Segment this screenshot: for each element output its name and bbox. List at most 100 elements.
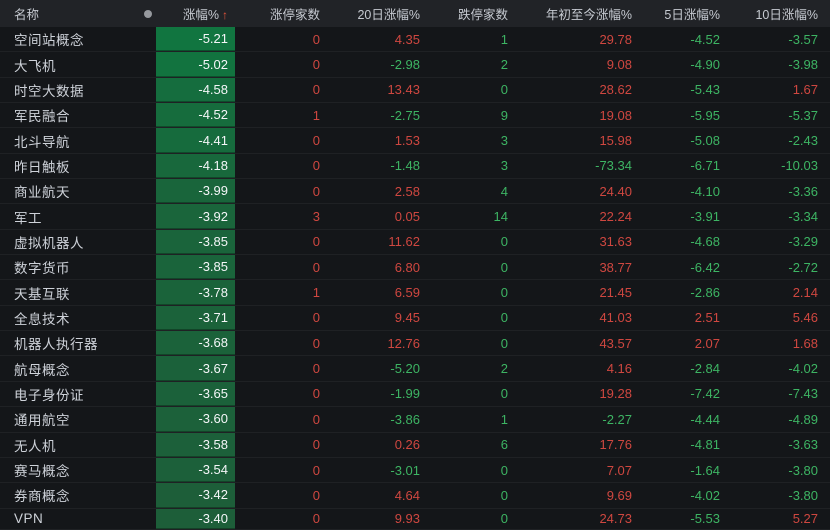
- cell-d20: 0.05: [394, 209, 420, 225]
- cell-d20: 1.53: [394, 133, 420, 149]
- cell-d20: 2.58: [394, 183, 420, 199]
- table-row[interactable]: 全息技术 -3.71 0 9.45 0 41.03 2.51 5.46: [0, 305, 830, 332]
- cell-limit-down: 0: [500, 487, 508, 503]
- table-row[interactable]: 无人机 -3.58 0 0.26 6 17.76 -4.81 -3.63: [0, 432, 830, 458]
- cell-name: 商业航天: [14, 185, 70, 201]
- cell-change: -5.21: [156, 27, 235, 52]
- cell-ytd: -73.34: [595, 158, 632, 174]
- cell-d5: -1.64: [690, 462, 720, 478]
- table-row[interactable]: 军民融合 -4.52 1 -2.75 9 19.08 -5.95 -5.37: [0, 103, 830, 129]
- cell-d5: -6.71: [690, 158, 720, 174]
- table-row[interactable]: 电子身份证 -3.65 0 -1.99 0 19.28 -7.42 -7.43: [0, 381, 830, 408]
- col-header-change[interactable]: 涨幅% ↑: [156, 4, 235, 23]
- cell-d20: 6.59: [394, 285, 420, 301]
- cell-d5: -4.44: [690, 411, 720, 427]
- table-row[interactable]: 大飞机 -5.02 0 -2.98 2 9.08 -4.90 -3.98: [0, 52, 830, 78]
- table-row[interactable]: 券商概念 -3.42 0 4.64 0 9.69 -4.02 -3.80: [0, 483, 830, 509]
- cell-ytd: 15.98: [599, 133, 632, 149]
- table-row[interactable]: 航母概念 -3.67 0 -5.20 2 4.16 -2.84 -4.02: [0, 356, 830, 382]
- table-row[interactable]: 北斗导航 -4.41 0 1.53 3 15.98 -5.08 -2.43: [0, 128, 830, 154]
- cell-change: -3.78: [156, 280, 235, 305]
- cell-d5: -4.10: [690, 183, 720, 199]
- cell-ytd: 9.69: [606, 487, 632, 503]
- cell-name: 北斗导航: [14, 134, 70, 150]
- cell-d5: -5.95: [690, 107, 720, 123]
- cell-change: -3.54: [156, 457, 235, 483]
- col-header-limit-up[interactable]: 涨停家数: [269, 8, 320, 22]
- cell-limit-down: 4: [500, 183, 508, 199]
- table-row[interactable]: 天基互联 -3.78 1 6.59 0 21.45 -2.86 2.14: [0, 280, 830, 306]
- cell-d5: -6.42: [690, 259, 720, 275]
- cell-d20: 0.26: [394, 437, 420, 453]
- cell-name: 昨日触板: [14, 159, 70, 175]
- col-header-5d-change[interactable]: 5日涨幅%: [664, 8, 720, 22]
- cell-limit-up: 3: [312, 209, 320, 225]
- cell-ytd: 24.73: [599, 511, 632, 527]
- table-row[interactable]: 机器人执行器 -3.68 0 12.76 0 43.57 2.07 1.68: [0, 331, 830, 357]
- cell-ytd: 19.08: [599, 107, 632, 123]
- cell-limit-up: 0: [312, 133, 320, 149]
- cell-limit-up: 0: [312, 462, 320, 478]
- cell-limit-down: 2: [500, 361, 508, 377]
- table-row[interactable]: 时空大数据 -4.58 0 13.43 0 28.62 -5.43 1.67: [0, 77, 830, 104]
- cell-limit-up: 0: [312, 234, 320, 250]
- table-row[interactable]: 赛马概念 -3.54 0 -3.01 0 7.07 -1.64 -3.80: [0, 457, 830, 484]
- cell-d10: -3.34: [788, 209, 818, 225]
- cell-ytd: 24.40: [599, 183, 632, 199]
- cell-d10: -3.63: [788, 437, 818, 453]
- cell-d5: -5.08: [690, 133, 720, 149]
- table-row[interactable]: VPN -3.40 0 9.93 0 24.73 -5.53 5.27: [0, 508, 830, 530]
- table-row[interactable]: 昨日触板 -4.18 0 -1.48 3 -73.34 -6.71 -10.03: [0, 153, 830, 180]
- cell-limit-up: 0: [312, 386, 320, 402]
- col-header-limit-down[interactable]: 跌停家数: [457, 8, 508, 22]
- cell-d5: -4.68: [690, 234, 720, 250]
- cell-name: 空间站概念: [14, 33, 84, 49]
- cell-d20: 11.62: [388, 234, 420, 250]
- header-dot-icon: [144, 9, 152, 18]
- col-header-10d-change[interactable]: 10日涨幅%: [755, 8, 818, 22]
- cell-ytd: 41.03: [599, 310, 632, 326]
- col-header-ytd-change[interactable]: 年初至今涨幅%: [545, 8, 632, 22]
- cell-ytd: 38.77: [599, 259, 632, 275]
- cell-d5: -2.84: [690, 361, 720, 377]
- cell-d5: 2.51: [694, 310, 720, 326]
- cell-name: 虚拟机器人: [14, 235, 84, 251]
- col-header-marker[interactable]: [140, 7, 156, 21]
- cell-change: -4.52: [156, 103, 235, 128]
- cell-d10: -4.02: [788, 361, 818, 377]
- cell-change: -3.42: [156, 483, 235, 508]
- cell-ytd: 28.62: [599, 82, 632, 98]
- cell-d5: -3.91: [690, 209, 720, 225]
- table-row[interactable]: 数字货币 -3.85 0 6.80 0 38.77 -6.42 -2.72: [0, 255, 830, 281]
- cell-d5: -7.42: [690, 386, 720, 402]
- cell-limit-down: 0: [500, 259, 508, 275]
- table-header: 名称 涨幅% ↑ 涨停家数 20日涨幅% 跌停家数 年初至今涨幅% 5日涨幅% 1…: [0, 0, 830, 27]
- cell-d20: -3.86: [390, 411, 420, 427]
- cell-change: -3.99: [156, 179, 235, 204]
- table-row[interactable]: 空间站概念 -5.21 0 4.35 1 29.78 -4.52 -3.57: [0, 27, 830, 53]
- cell-d20: -5.20: [390, 361, 420, 377]
- cell-limit-down: 0: [500, 234, 508, 250]
- cell-ytd: 21.45: [599, 285, 632, 301]
- table-row[interactable]: 军工 -3.92 3 0.05 14 22.24 -3.91 -3.34: [0, 204, 830, 230]
- cell-limit-up: 0: [312, 511, 320, 527]
- cell-limit-down: 2: [500, 57, 508, 73]
- cell-d5: 2.07: [694, 335, 720, 351]
- cell-d10: 1.67: [792, 82, 818, 98]
- cell-limit-up: 0: [312, 31, 320, 47]
- cell-limit-down: 0: [500, 462, 508, 478]
- cell-d5: -4.52: [690, 31, 720, 47]
- cell-ytd: 22.24: [599, 209, 632, 225]
- table-row[interactable]: 虚拟机器人 -3.85 0 11.62 0 31.63 -4.68 -3.29: [0, 229, 830, 256]
- table-row[interactable]: 通用航空 -3.60 0 -3.86 1 -2.27 -4.44 -4.89: [0, 407, 830, 433]
- col-header-change-label: 涨幅%: [182, 8, 219, 22]
- table-row[interactable]: 商业航天 -3.99 0 2.58 4 24.40 -4.10 -3.36: [0, 179, 830, 205]
- col-header-name[interactable]: 名称: [14, 8, 40, 22]
- cell-d5: -2.86: [690, 285, 720, 301]
- cell-d10: -3.36: [788, 183, 818, 199]
- col-header-20d-change[interactable]: 20日涨幅%: [357, 8, 420, 22]
- cell-limit-up: 0: [312, 158, 320, 174]
- cell-change: -3.85: [156, 229, 235, 255]
- cell-change: -4.41: [156, 128, 235, 153]
- cell-d10: -3.29: [788, 234, 818, 250]
